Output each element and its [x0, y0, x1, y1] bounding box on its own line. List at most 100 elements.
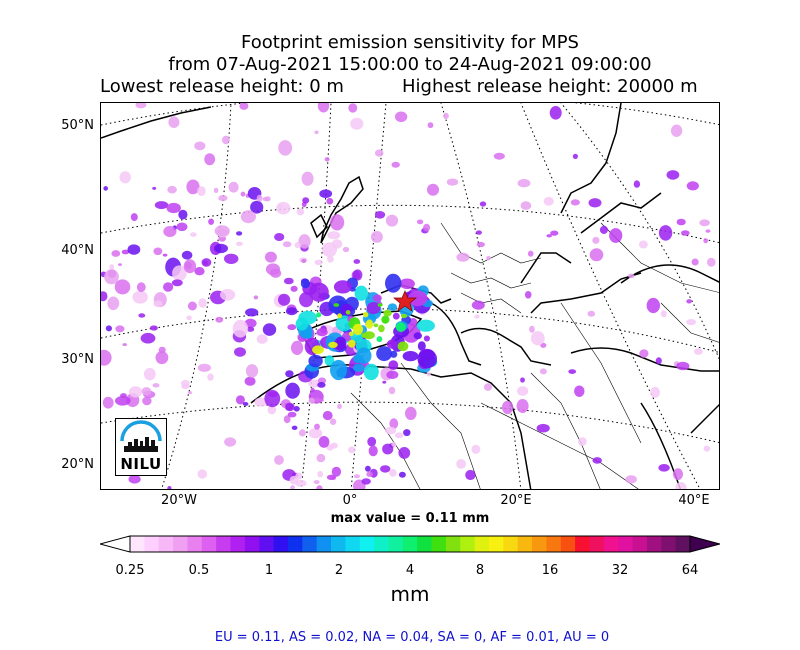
- sensitivity-blob: [443, 112, 449, 120]
- sensitivity-blob: [197, 186, 206, 197]
- sensitivity-blob: [285, 370, 294, 378]
- sensitivity-blob: [363, 312, 369, 318]
- sensitivity-blob: [295, 479, 307, 487]
- sensitivity-blob: [373, 323, 379, 328]
- sensitivity-blob: [138, 313, 146, 318]
- sensitivity-blob: [398, 471, 406, 478]
- sensitivity-blob: [121, 249, 130, 255]
- sensitivity-blob: [572, 153, 578, 159]
- sensitivity-blob: [104, 269, 119, 285]
- colorbar-cell: [488, 536, 504, 552]
- lat-label-20n: 20°N: [61, 457, 94, 472]
- colorbar-cell: [316, 536, 332, 552]
- colorbar-cell: [675, 536, 691, 552]
- sensitivity-blob: [162, 253, 168, 257]
- colorbar-cell: [618, 536, 633, 552]
- country-borders: [350, 222, 719, 489]
- colorbar-tick-3: 2: [334, 563, 344, 578]
- sensitivity-blob: [549, 106, 562, 120]
- sensitivity-blob: [283, 415, 291, 424]
- sensitivity-blob: [666, 170, 680, 180]
- sensitivity-blob: [190, 232, 197, 237]
- colorbar-cell: [460, 536, 476, 552]
- sensitivity-blob: [589, 248, 604, 262]
- sensitivity-blob: [245, 364, 259, 378]
- sensitivity-blob: [366, 302, 381, 315]
- colorbar-cell: [417, 536, 432, 552]
- sensitivity-blob: [389, 418, 399, 429]
- colorbar-cell: [431, 536, 447, 552]
- sensitivity-blob: [278, 293, 291, 306]
- colorbar-cell: [331, 536, 346, 552]
- sensitivity-blob: [197, 363, 211, 372]
- sensitivity-blob: [686, 319, 696, 326]
- sensitivity-blob: [167, 486, 172, 489]
- sensitivity-blob: [348, 103, 358, 113]
- sensitivity-blob: [365, 465, 371, 472]
- sensitivity-blob: [232, 319, 249, 338]
- sensitivity-blob: [658, 225, 673, 241]
- sensitivity-blob: [530, 331, 545, 346]
- sensitivity-blob: [385, 273, 402, 293]
- sensitivity-blob: [350, 117, 364, 130]
- sensitivity-blob: [328, 341, 338, 348]
- colorbar-max-extension: [689, 535, 720, 553]
- sensitivity-blob: [394, 111, 408, 123]
- sensitivity-blob: [163, 282, 174, 292]
- sensitivity-blob: [646, 297, 660, 314]
- sensitivity-blob: [122, 343, 127, 347]
- sensitivity-blob: [301, 171, 314, 186]
- sensitivity-blob: [204, 153, 216, 166]
- colorbar-cell: [173, 536, 188, 552]
- sensitivity-blob: [316, 328, 328, 337]
- release-point-star: [393, 290, 417, 312]
- sensitivity-blob: [405, 406, 417, 420]
- colorbar-cell: [230, 536, 246, 552]
- sensitivity-blob: [520, 201, 532, 210]
- sensitivity-blob: [348, 446, 356, 454]
- sensitivity-blob: [109, 264, 115, 270]
- lat-label-30n: 30°N: [61, 352, 94, 367]
- colorbar-cell: [130, 536, 145, 552]
- colorbar-cell: [445, 536, 461, 552]
- sensitivity-blob: [326, 197, 334, 205]
- sensitivity-blob: [228, 181, 239, 193]
- sensitivity-blob: [574, 385, 585, 397]
- sensitivity-blob: [294, 242, 301, 249]
- sensitivity-blob: [324, 157, 330, 162]
- sensitivity-blob: [423, 223, 431, 232]
- sensitivity-blob: [333, 303, 340, 307]
- sensitivity-blob: [592, 457, 602, 464]
- sensitivity-blob: [218, 195, 228, 202]
- nilu-logo: NILU: [115, 418, 167, 476]
- sensitivity-blob: [207, 373, 214, 381]
- sensitivity-blob: [214, 243, 228, 254]
- sensitivity-blob: [330, 442, 338, 449]
- sensitivity-blob: [427, 183, 439, 196]
- sensitivity-blob: [486, 255, 491, 261]
- sensitivity-blob: [319, 398, 324, 402]
- sensitivity-blob: [186, 179, 200, 195]
- sensitivity-blob: [399, 278, 415, 290]
- sensitivity-blob: [376, 346, 392, 362]
- sensitivity-blob: [578, 437, 587, 446]
- sensitivity-blob: [300, 278, 310, 289]
- sensitivity-blob: [326, 474, 336, 480]
- colorbar-cell: [359, 536, 375, 552]
- sensitivity-blob: [208, 218, 214, 225]
- sensitivity-blob: [101, 349, 112, 366]
- sensitivity-blob: [363, 363, 379, 381]
- sensitivity-blob: [312, 345, 324, 355]
- sensitivity-blob: [319, 189, 333, 198]
- sensitivity-blob: [282, 241, 292, 248]
- sensitivity-blob: [391, 161, 400, 168]
- sensitivity-blob: [609, 228, 623, 243]
- sensitivity-blob: [163, 226, 177, 237]
- sensitivity-blob: [143, 367, 156, 381]
- colorbar-cell: [244, 536, 260, 552]
- sensitivity-blob: [201, 258, 212, 267]
- sensitivity-blob: [352, 269, 363, 281]
- colorbar-unit: mm: [390, 582, 430, 606]
- map-canvas: [101, 103, 719, 489]
- lon-label-0: 0°: [342, 493, 358, 508]
